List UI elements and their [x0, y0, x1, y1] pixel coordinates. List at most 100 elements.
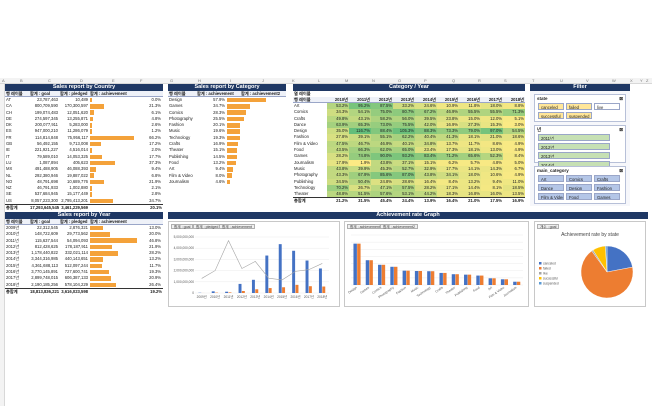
column-letter[interactable]: K [292, 78, 295, 83]
achievement-value: 21.9% [149, 178, 161, 184]
column-letter[interactable]: F [140, 78, 143, 83]
category-slicer[interactable]: main_category ⊠ Art Comics Crafts Dance Desig… [534, 166, 626, 204]
row-label: IT [6, 153, 10, 159]
slicer-item[interactable]: Dance [538, 184, 564, 191]
data-bar [90, 276, 111, 281]
slicer-item[interactable]: 2011년 [538, 134, 610, 141]
chart-field-chip[interactable]: 개수 : goal [537, 224, 560, 229]
column-letter[interactable]: M [345, 78, 349, 83]
column-letter[interactable]: P [424, 78, 427, 83]
bar-mark [439, 272, 443, 285]
heatmap-cell: 43.5% [327, 147, 349, 154]
slicer-item[interactable]: Fashion [594, 184, 620, 191]
column-letter[interactable]: W [612, 78, 616, 83]
column-letter[interactable]: X [630, 78, 633, 83]
heatmap-cell: 73.0% [371, 121, 393, 129]
slicer-item[interactable]: Art [538, 175, 564, 182]
achievement-value: 19.3% [213, 134, 225, 140]
heatmap-cell: 71.2% [437, 153, 459, 160]
data-bar [90, 129, 92, 134]
slicer-item[interactable]: Design [566, 184, 592, 191]
total-row: 총합계 18,813,836,221 3,616,023,598 19.2% [5, 287, 163, 294]
slicer-item[interactable]: Comics [566, 175, 592, 182]
category-bar-chart[interactable]: 합계 : achievement 합계 : achievement2 Desig… [344, 221, 529, 307]
row-label: 2018년 [6, 281, 20, 287]
column-letter[interactable]: J [262, 78, 264, 83]
slicer-item[interactable]: live [594, 103, 620, 110]
slicer-item[interactable]: suspended [566, 112, 592, 119]
chart-field-chip[interactable]: 합계 : pledged [193, 224, 222, 229]
header-row-label[interactable]: 행 레이블 [6, 91, 23, 96]
goal-cell: 46,791,933 [37, 185, 58, 191]
column-letter[interactable]: D [80, 78, 83, 83]
slicer-item[interactable]: Film & Video [538, 193, 564, 200]
bar-mark [369, 260, 373, 285]
clear-filter-icon[interactable]: ⊠ [619, 127, 623, 132]
header-row-label[interactable]: 행 레이블 [169, 91, 186, 96]
column-letter[interactable]: A [2, 78, 5, 83]
chart-field-chip[interactable]: 합계 : goal [171, 224, 194, 229]
state-slicer[interactable]: state ⊠ canceled failed live successful suspe… [534, 94, 626, 122]
slicer-item[interactable]: Crafts [594, 175, 620, 182]
column-letter[interactable]: R [478, 78, 481, 83]
clear-filter-icon[interactable]: ⊠ [619, 96, 623, 101]
row-label-header[interactable]: 행 레이블 [294, 97, 311, 102]
slicer-item[interactable]: 2013년 [538, 152, 610, 159]
goal-cell: 292,380,946 [34, 172, 58, 178]
achievement-value: 9.4% [215, 166, 225, 172]
achievement-value: 9.4% [151, 166, 161, 172]
total-pledged: 3,461,229,569 [61, 205, 88, 211]
column-letter[interactable]: L [318, 78, 321, 83]
column-letter[interactable]: G [170, 78, 174, 83]
x-tick-label: Design [347, 285, 358, 294]
table-row: IT 79,589,010 14,053,325 17.7% [5, 154, 163, 160]
slicer-item[interactable]: failed [566, 103, 592, 110]
column-letter[interactable]: N [372, 78, 375, 83]
slicer-item[interactable]: canceled [538, 103, 564, 110]
column-letter[interactable]: E [112, 78, 115, 83]
bar-mark [402, 270, 407, 285]
chart-field-chip[interactable]: 합계 : achievement2 [380, 224, 418, 229]
column-letter[interactable]: Q [452, 78, 456, 83]
achievement-cell: 13.2% [89, 256, 163, 262]
slicer-item[interactable]: 2012년 [538, 143, 610, 150]
column-letter[interactable]: B [20, 78, 23, 83]
heatmap-cell: 39.5% [415, 115, 437, 122]
column-letter[interactable]: S [504, 78, 507, 83]
heatmap-cell: 65.3% [349, 121, 371, 129]
slicer-item[interactable]: Food [566, 193, 592, 200]
header-row-label[interactable]: 행 레이블 [6, 219, 23, 224]
goal-cell: 947,000,210 [34, 128, 58, 134]
data-bar [90, 123, 92, 128]
chart-field-chip[interactable]: 합계 : achievement [347, 224, 383, 229]
column-letter[interactable]: C [48, 78, 51, 83]
column-letter[interactable]: V [586, 78, 589, 83]
x-tick-label: Journalism [503, 285, 518, 297]
column-letter[interactable]: Y [640, 78, 643, 83]
heatmap-cell: 18.0% [459, 172, 481, 179]
table-row: Theater 15.1% [168, 147, 286, 153]
column-letter[interactable]: Z [646, 78, 649, 83]
column-letter[interactable]: H [198, 78, 201, 83]
heatmap-cell: 66.3% [349, 147, 371, 154]
year-table-header: 행 레이블 합계 : goal 합계 : pledged 합계 : achiev… [5, 219, 163, 225]
clear-filter-icon[interactable]: ⊠ [619, 168, 623, 173]
legend-label: successful [543, 276, 558, 280]
column-label-corner[interactable]: 열 레이블 [294, 91, 311, 96]
heatmap-cell: 62.2% [393, 134, 415, 141]
slicer-item[interactable]: successful [538, 112, 564, 119]
state-pie-chart[interactable]: 개수 : goal Achievement rate by state canc… [534, 221, 646, 307]
column-letter[interactable]: O [398, 78, 402, 83]
year-combo-chart[interactable]: 합계 : goal 합계 : pledged 합계 : achievement … [168, 221, 340, 307]
chart-field-chip[interactable]: 합계 : achievement [219, 224, 255, 229]
achievement-value: 19.6% [213, 128, 225, 134]
heatmap-cell: 16.4% [415, 178, 437, 185]
year-column-header: 2015년 [444, 97, 458, 102]
data-bar [90, 154, 102, 160]
slicer-item[interactable]: Games [594, 193, 620, 200]
column-letter[interactable]: I [230, 78, 232, 83]
achievement-bar-cell [226, 135, 284, 141]
column-letter[interactable]: T [532, 78, 535, 83]
column-letter[interactable]: U [560, 78, 563, 83]
